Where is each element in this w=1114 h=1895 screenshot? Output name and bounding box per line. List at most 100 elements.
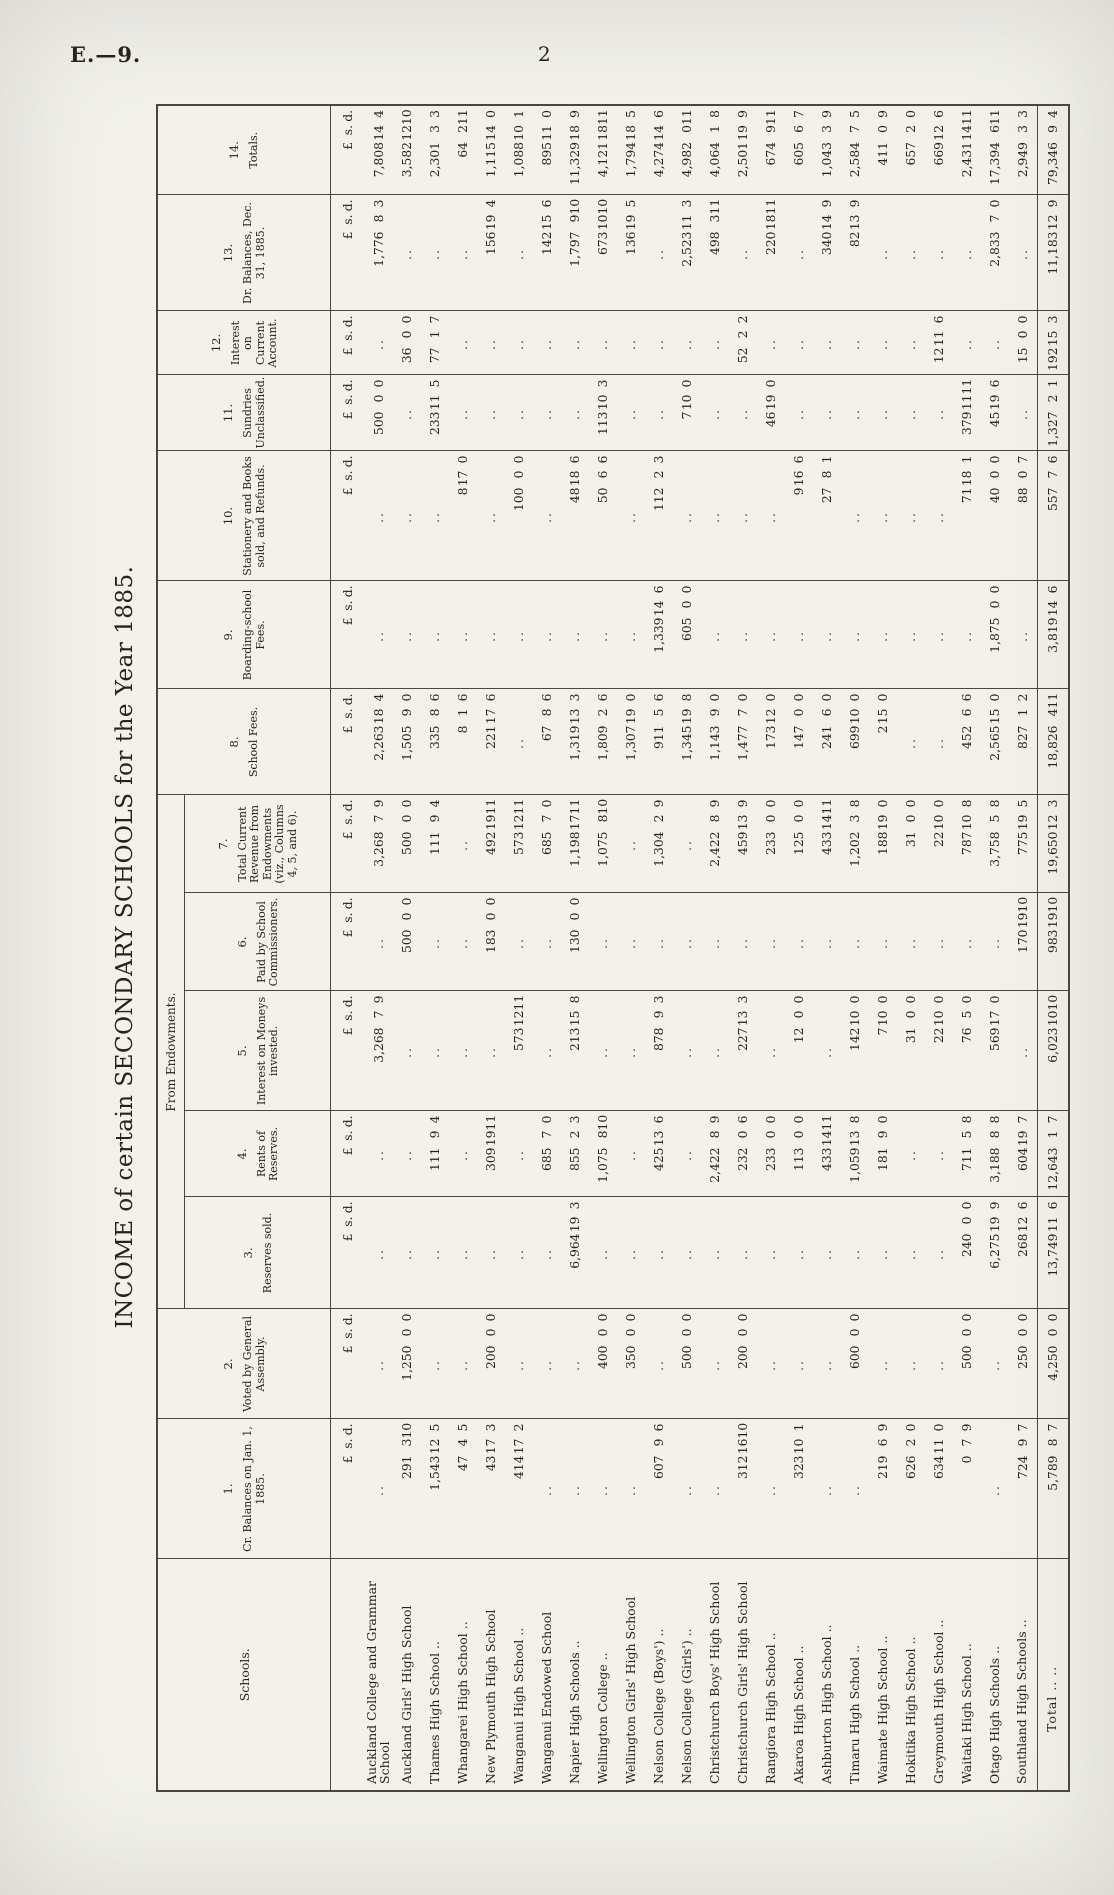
- pounds-value: 500: [372, 411, 386, 435]
- pence-value: 0: [1015, 315, 1030, 324]
- money-cell: ..: [505, 893, 533, 991]
- pence-value: 0: [904, 799, 918, 808]
- shillings-sign: s.: [341, 912, 355, 923]
- shillings-sign: s.: [341, 394, 355, 405]
- blank-entry: ..: [568, 630, 582, 642]
- shillings-value: 12: [1045, 214, 1060, 231]
- blank-entry: ..: [904, 1248, 918, 1260]
- pence-value: 0: [960, 1201, 974, 1210]
- money-value: 2,422 8 9: [708, 1112, 722, 1197]
- pence-value: 2: [512, 1423, 526, 1432]
- shillings-value: 10: [932, 1010, 946, 1027]
- money-value: ..: [904, 1198, 918, 1309]
- pound-sign: £: [341, 1147, 355, 1156]
- money-value: 2,584 7 5: [848, 106, 862, 195]
- column-number: 3.: [240, 1247, 255, 1259]
- money-value: ..: [456, 376, 470, 451]
- money-value: 4,274 14 6: [652, 106, 666, 195]
- money-cell: 335 8 6: [421, 689, 449, 795]
- blank-entry: ..: [400, 511, 414, 523]
- money-cell: 27 8 1: [813, 451, 841, 581]
- pounds-value: 2,422: [708, 1147, 722, 1183]
- school-row: Timaru High School .... 600 0 0.. 1,059 13 8 14…: [841, 105, 869, 1791]
- blank-entry: ..: [456, 1248, 470, 1260]
- money-value: ..: [736, 196, 750, 311]
- pounds-value: 1,143: [708, 725, 722, 761]
- money-cell: 500 0 0: [365, 375, 393, 451]
- shillings-value: 0: [512, 470, 526, 479]
- money-value: 7 10 0: [876, 992, 890, 1111]
- money-cell: 500 0 0: [953, 1309, 981, 1419]
- money-cell: ..: [869, 1197, 897, 1309]
- column-label: Dr. Balances, Dec. 31, 1885.: [241, 202, 267, 304]
- pence-value: 0: [540, 799, 554, 808]
- money-value: ..: [848, 1420, 862, 1559]
- blank-entry: ..: [904, 248, 918, 260]
- money-value: 1,794 18 5: [624, 106, 638, 195]
- money-cell: 192 15 3: [1037, 311, 1069, 375]
- money-cell: 241 6 0: [813, 689, 841, 795]
- pence-value: 6: [1045, 455, 1060, 464]
- money-value: ..: [512, 312, 526, 375]
- money-cell: ..: [897, 581, 925, 689]
- blank-entry: ..: [876, 1359, 890, 1371]
- shillings-sign: s.: [341, 814, 355, 825]
- blank-entry: ..: [372, 1248, 386, 1260]
- blank-entry: ..: [820, 1248, 834, 1260]
- shillings-value: 12: [428, 1438, 442, 1455]
- blank-entry: ..: [680, 1046, 694, 1058]
- money-cell: ..: [421, 581, 449, 689]
- blank-entry: ..: [456, 1359, 470, 1371]
- currency-subheader-row: £ s. d. £ s. d. £ s. d. £ s. d. £ s. d. £ s. d. £ s. d. £ s. d.…: [330, 105, 365, 1791]
- money-cell: 699 10 0: [841, 689, 869, 795]
- shillings-value: 19: [568, 1216, 582, 1233]
- money-value: 192 15 3: [1046, 312, 1060, 375]
- column-label: School Fees.: [247, 706, 261, 778]
- money-value: ..: [456, 1112, 470, 1197]
- shillings-value: 13: [652, 1130, 666, 1147]
- school-name-cell: Auckland College and Grammar School: [364, 1580, 392, 1784]
- blank-entry: ..: [484, 630, 498, 642]
- pence-value: 11: [568, 798, 582, 815]
- school-name-cell: Waitaki High School ..: [958, 1643, 974, 1784]
- pounds-value: 711: [960, 1147, 974, 1171]
- pence-value: 0: [792, 799, 806, 808]
- pence-value: 6: [1015, 1201, 1030, 1210]
- shillings-value: 19: [680, 708, 694, 725]
- money-cell: 71 18 1: [953, 451, 981, 581]
- total-label-cell: Total .. ..: [1037, 1559, 1069, 1791]
- currency-subheader: £ s. d.: [330, 451, 365, 581]
- money-value: ..: [680, 1198, 694, 1309]
- money-cell: ..: [701, 311, 729, 375]
- school-name-cell: Waimate High School ..: [874, 1635, 890, 1784]
- column-label: Rents of Reserves.: [254, 1126, 281, 1182]
- shillings-value: 8: [708, 814, 722, 823]
- money-cell: 557 7 6: [1037, 451, 1069, 581]
- pounds-value: 250: [1015, 1345, 1030, 1369]
- money-value: 911 5 6: [652, 690, 666, 795]
- pounds-value: 5,789: [1045, 1455, 1060, 1491]
- money-value: ..: [400, 376, 414, 451]
- school-name-cell: Napier High Schools ..: [566, 1640, 582, 1784]
- money-value: 2,263 18 4: [372, 690, 386, 795]
- money-value: 433 14 11: [820, 1112, 834, 1197]
- pound-sign: £: [341, 617, 355, 626]
- money-cell: ..: [757, 1309, 785, 1419]
- pence-value: 6: [652, 693, 666, 702]
- shillings-value: 9: [652, 1438, 666, 1447]
- money-cell: 43 17 3: [477, 1419, 505, 1559]
- shillings-value: 2: [652, 470, 666, 479]
- money-value: 12,643 1 7: [1046, 1112, 1060, 1197]
- money-value: ..: [456, 894, 470, 991]
- shillings-value: 0: [988, 470, 1002, 479]
- money-value: ..: [624, 1420, 638, 1559]
- money-value: 6,275 19 9: [988, 1198, 1002, 1309]
- pence-value: 0: [764, 1115, 778, 1124]
- money-value: ..: [512, 690, 526, 795]
- shillings-value: 0: [596, 1328, 610, 1337]
- money-value: 340 14 9: [820, 196, 834, 311]
- money-value: 100 0 0: [512, 452, 526, 581]
- blank-entry: ..: [400, 630, 414, 642]
- shillings-value: 3: [400, 1438, 414, 1447]
